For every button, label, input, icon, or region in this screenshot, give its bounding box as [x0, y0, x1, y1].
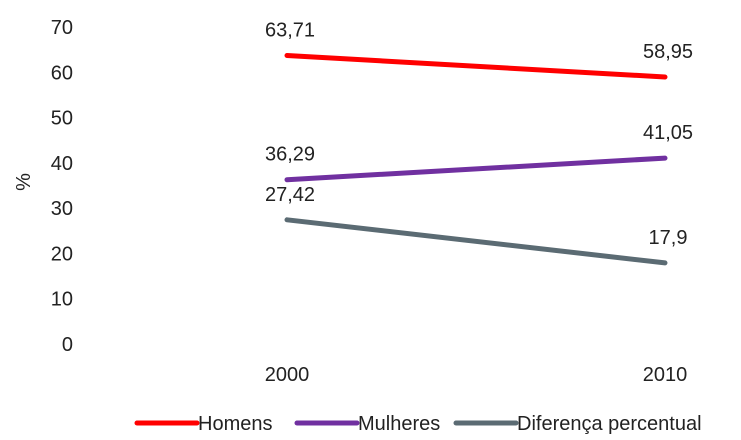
y-axis-title: %	[13, 173, 35, 191]
series-line-diferen-a-percentual	[284, 217, 668, 266]
y-tick-label: 20	[51, 243, 73, 265]
y-tick-label: 0	[62, 334, 73, 356]
legend: Homens Mulheres Diferença percentual	[134, 413, 702, 435]
y-tick-label: 30	[51, 198, 73, 220]
y-tick-label: 70	[51, 17, 73, 39]
data-label: 63,71	[265, 19, 315, 41]
x-tick-label: 2010	[643, 364, 688, 386]
data-label: 27,42	[265, 184, 315, 206]
legend-label: Homens	[198, 413, 272, 435]
series-line-mulheres	[284, 155, 668, 183]
y-tick-label: 10	[51, 289, 73, 311]
legend-label: Diferença percentual	[517, 413, 702, 435]
data-label: 36,29	[265, 144, 315, 166]
y-tick-label: 60	[51, 62, 73, 84]
y-tick-label: 40	[51, 153, 73, 175]
series-line-homens	[284, 53, 668, 80]
y-tick-label: 50	[51, 108, 73, 130]
series-lines	[284, 53, 668, 266]
data-labels: 63,71 58,95 36,29 41,05 27,42 17,9	[265, 19, 693, 248]
legend-label: Mulheres	[358, 413, 440, 435]
data-label: 58,95	[643, 41, 693, 63]
x-tick-label: 2000	[265, 364, 310, 386]
y-axis-ticks: 0 10 20 30 40 50 60 70	[51, 17, 73, 356]
x-axis-ticks: 2000 2010	[265, 364, 688, 386]
data-label: 17,9	[649, 227, 688, 249]
data-label: 41,05	[643, 122, 693, 144]
